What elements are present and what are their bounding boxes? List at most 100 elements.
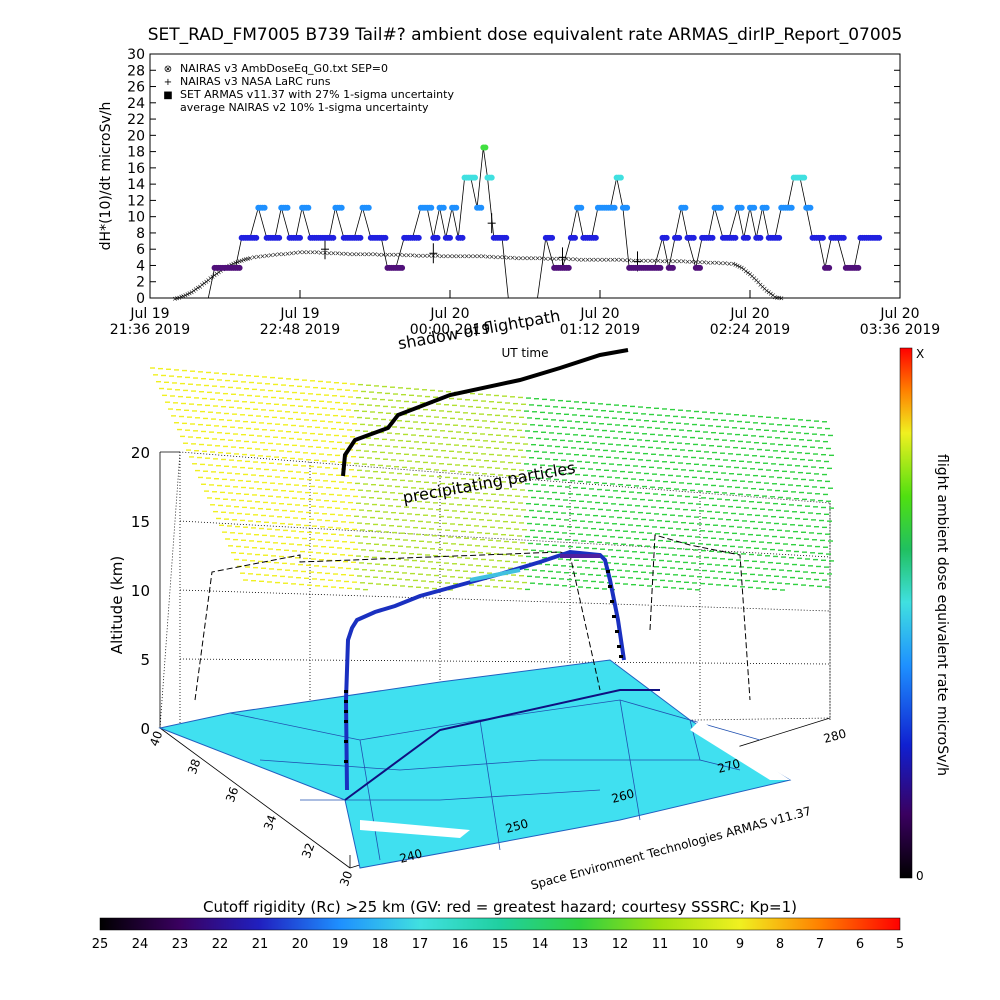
- armas-point: [276, 234, 283, 241]
- nairas-point: ×: [305, 249, 311, 257]
- nairas-point: ×: [647, 257, 653, 265]
- nairas-point: ×: [203, 278, 209, 286]
- nairas-point: ×: [241, 256, 247, 264]
- armas-point: [382, 234, 389, 241]
- nairas-point: ×: [493, 253, 499, 261]
- nairas-point: ×: [239, 257, 245, 265]
- armas-point: [565, 264, 572, 271]
- nairas-point: ×: [193, 286, 199, 294]
- nairas-point: ×: [435, 252, 441, 260]
- armas-point: [330, 234, 337, 241]
- y-tick-label: 10: [127, 210, 145, 226]
- armas-point: [453, 204, 460, 211]
- nairas-point: ×: [389, 251, 395, 259]
- nairas-point: ×: [685, 258, 691, 266]
- nairas-point: ×: [355, 250, 361, 258]
- nairas-point: ×: [310, 249, 316, 257]
- nairas-point: ×: [343, 250, 349, 258]
- nairas-point: ×: [293, 249, 299, 257]
- rigidity-tick-label: 21: [252, 937, 269, 952]
- longitude-axis: 240 250 260 270 280: [398, 726, 848, 865]
- nairas-point: ×: [191, 287, 197, 295]
- nairas-point: ×: [522, 254, 528, 262]
- nairas-point: ×: [614, 256, 620, 264]
- latitude-tick-label: 40: [147, 729, 165, 748]
- nairas-point: ×: [585, 256, 591, 264]
- nairas-point: ×: [218, 267, 224, 275]
- rigidity-tick-label: 11: [652, 937, 669, 952]
- nairas-point: ×: [726, 260, 732, 268]
- nairas-point: ×: [195, 284, 201, 292]
- armas-point: [840, 234, 847, 241]
- nairas-point: ×: [418, 252, 424, 260]
- armas-point: [788, 204, 795, 211]
- white-coast-patch: [690, 720, 790, 780]
- nairas-point: ×: [626, 257, 632, 265]
- flight-track-line: [343, 549, 626, 791]
- nairas-point: ×: [668, 258, 674, 266]
- armas-point: [826, 264, 833, 271]
- nairas-point: ×: [718, 259, 724, 267]
- armas-point: [338, 204, 345, 211]
- armas-point: [617, 174, 624, 181]
- nairas-point: ×: [774, 294, 780, 302]
- armas-point: [459, 234, 466, 241]
- flight-climb-point: [344, 760, 348, 763]
- figure-title: SET_RAD_FM7005 B739 Tail#? ambient dose …: [148, 25, 903, 45]
- y-tick-label: 18: [127, 145, 145, 161]
- armas-point: [440, 204, 447, 211]
- nairas-point: ×: [318, 249, 324, 257]
- armas-point: [757, 234, 764, 241]
- flight-descent-point: [615, 630, 619, 633]
- flight-descent-point: [619, 655, 623, 658]
- latitude-tick-label: 32: [299, 841, 317, 860]
- nairas-point: ×: [710, 259, 716, 267]
- nairas-point: ×: [397, 251, 403, 259]
- armas-point: [472, 174, 478, 181]
- legend-label: average NAIRAS v2 10% 1-sigma uncertaint…: [180, 101, 429, 114]
- longitude-tick-label: 270: [716, 756, 742, 775]
- nairas-point: ×: [197, 283, 203, 291]
- nairas-point: ×: [216, 268, 222, 276]
- armas-point: [434, 234, 441, 241]
- flight-shadow: [194, 534, 751, 701]
- nairas-point: ×: [705, 259, 711, 267]
- rigidity-tick-label: 6: [856, 937, 864, 952]
- y-tick-label: 2: [136, 275, 145, 291]
- armas-point: [744, 234, 751, 241]
- flight-climb-point: [344, 740, 348, 743]
- rigidity-tick-label: 12: [612, 937, 629, 952]
- nairas-point: ×: [182, 292, 188, 300]
- nairas-point: ×: [489, 253, 495, 261]
- nairas-point: ×: [272, 251, 278, 259]
- nairas-point: ×: [476, 253, 482, 261]
- rigidity-tick-label: 24: [132, 937, 149, 952]
- nairas-point: ×: [235, 258, 241, 266]
- nairas-point: ×: [737, 263, 743, 271]
- nairas-point: ×: [364, 250, 370, 258]
- nairas-point: ×: [410, 252, 416, 260]
- armas-point: [592, 234, 599, 241]
- rigidity-tick-label: 25: [92, 937, 109, 952]
- nairas-point: ×: [630, 257, 636, 265]
- nairas-point: ×: [451, 253, 457, 261]
- y-tick-label: 20: [127, 128, 145, 144]
- armas-point: [578, 204, 585, 211]
- y-tick-label: 14: [127, 177, 145, 193]
- nairas-point: ×: [643, 257, 649, 265]
- nairas-point: ×: [539, 255, 545, 263]
- rigidity-tick-label: 7: [816, 937, 824, 952]
- nairas-point: ×: [268, 251, 274, 259]
- nairas-point: ×: [655, 257, 661, 265]
- y-tick-label: 28: [127, 63, 145, 79]
- nairas-point: ×: [260, 253, 266, 261]
- x-tick-label-date: Jul 20: [579, 306, 619, 322]
- nairas-point: ×: [480, 253, 486, 261]
- x-tick-label-date: Jul 19: [279, 306, 319, 322]
- longitude-tick-label: 260: [610, 786, 636, 805]
- nairas-point: ×: [237, 258, 243, 266]
- y-tick-label: 30: [127, 47, 145, 63]
- colorbar-bottom-label: 0: [916, 869, 924, 883]
- legend-symbol: +: [164, 77, 172, 88]
